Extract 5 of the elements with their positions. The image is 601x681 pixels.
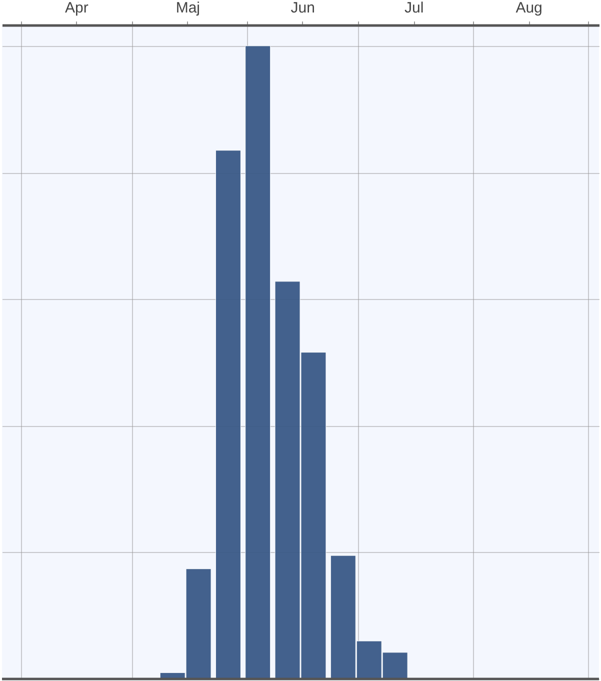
x-tick-label: Jul xyxy=(404,0,424,16)
x-tick-label: Aug xyxy=(516,0,542,16)
x-tick-label: Maj xyxy=(176,0,200,16)
x-tick-label: Apr xyxy=(64,0,88,16)
x-tick-label: Jun xyxy=(290,0,315,16)
